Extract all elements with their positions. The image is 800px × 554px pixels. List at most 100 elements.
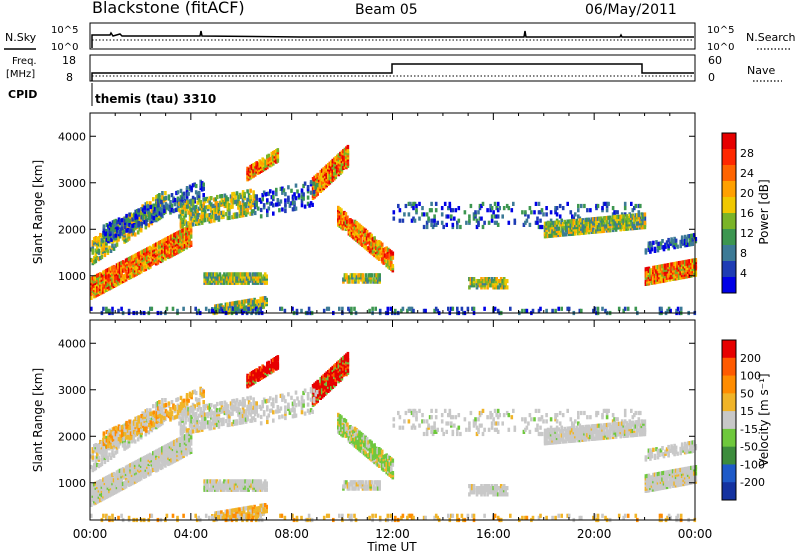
range-gate-cell (341, 211, 345, 216)
range-gate-cell (355, 223, 358, 228)
range-gate-cell (454, 208, 458, 213)
range-gate-cell (197, 198, 201, 203)
range-gate-cell (179, 416, 183, 422)
range-gate-cell (103, 246, 107, 251)
range-gate-cell (173, 197, 177, 203)
range-gate-cell (492, 279, 495, 284)
range-gate-cell (124, 238, 128, 243)
range-gate-cell (421, 206, 424, 211)
range-gate-cell (572, 219, 576, 224)
colorbar-swatch (722, 133, 736, 150)
range-gate-cell (587, 230, 591, 235)
range-gate-cell (522, 222, 526, 227)
range-gate-cell (669, 308, 672, 313)
range-gate-cell (668, 241, 672, 246)
range-gate-cell (156, 401, 160, 406)
range-gate-cell (100, 461, 104, 467)
range-gate-cell (150, 251, 154, 256)
range-gate-cell (102, 441, 106, 447)
range-gate-cell (282, 188, 286, 193)
range-gate-cell (266, 212, 269, 218)
range-gate-cell (580, 203, 583, 209)
range-gate-cell (145, 428, 148, 433)
range-gate-cell (546, 233, 550, 239)
range-gate-cell (185, 241, 188, 246)
range-gate-cell (256, 308, 259, 313)
range-gate-cell (549, 218, 553, 223)
range-gate-cell (631, 224, 635, 229)
range-gate-cell (495, 214, 498, 219)
range-gate-cell (106, 483, 110, 488)
range-gate-cell (193, 211, 196, 216)
range-gate-cell (102, 247, 105, 252)
range-gate-cell (626, 306, 630, 311)
noise-tick-low-right: 10^0 (707, 42, 734, 53)
range-gate-cell (267, 153, 271, 158)
range-gate-cell (545, 212, 548, 217)
range-gate-cell (126, 428, 130, 433)
range-gate-cell (166, 410, 169, 415)
range-gate-cell (149, 201, 152, 206)
range-gate-cell (642, 212, 645, 217)
range-gate-cell (558, 230, 562, 235)
range-gate-cell (560, 230, 563, 235)
range-gate-cell (208, 308, 211, 313)
range-gate-cell (577, 231, 580, 236)
range-gate-cell (126, 225, 129, 230)
range-gate-cell (276, 148, 280, 153)
range-gate-cell (586, 226, 589, 231)
range-gate-cell (390, 250, 393, 255)
range-gate-cell (315, 183, 319, 188)
range-gate-cell (549, 223, 553, 228)
range-gate-cell (539, 306, 542, 311)
range-gate-cell (337, 159, 341, 164)
range-gate-cell (218, 272, 222, 277)
range-gate-cell (105, 237, 109, 242)
range-gate-cell (254, 306, 258, 311)
range-gate-cell (176, 248, 179, 253)
range-gate-cell (170, 203, 174, 208)
range-gate-cell (218, 276, 222, 281)
range-gate-cell (631, 208, 635, 213)
range-gate-cell (278, 201, 281, 206)
range-gate-cell (203, 272, 206, 277)
range-gate-cell (372, 277, 375, 282)
range-gate-cell (354, 273, 357, 278)
range-gate-cell (207, 213, 210, 218)
range-gate-cell (123, 216, 126, 221)
range-gate-cell (589, 208, 592, 213)
range-gate-cell (107, 435, 110, 440)
range-gate-cell (182, 408, 186, 413)
range-gate-cell (99, 439, 102, 445)
range-gate-cell (203, 412, 207, 417)
range-gate-cell (199, 186, 202, 191)
range-gate-cell (686, 242, 690, 247)
date-title: 06/May/2011 (585, 2, 677, 18)
range-gate-cell (662, 263, 666, 268)
range-gate-cell (196, 191, 199, 196)
colorbar-tick-label: 20 (740, 187, 754, 200)
range-gate-cell (167, 207, 171, 212)
range-gate-cell (107, 224, 110, 229)
range-gate-cell (110, 444, 113, 449)
range-gate-cell (190, 208, 193, 213)
range-gate-cell (694, 237, 698, 242)
cpid-text: themis (tau) 3310 (95, 92, 216, 106)
range-gate-cell (262, 158, 266, 163)
range-gate-cell (433, 308, 436, 313)
range-gate-cell (188, 184, 192, 189)
range-gate-cell (280, 306, 284, 311)
range-gate-cell (664, 242, 667, 247)
range-gate-cell (161, 456, 164, 461)
range-gate-cell (493, 214, 497, 219)
range-gate-cell (377, 250, 381, 255)
range-gate-cell (203, 213, 207, 218)
range-gate-cell (130, 462, 134, 467)
range-gate-cell (563, 232, 566, 237)
range-gate-cell (200, 208, 204, 213)
range-gate-cell (139, 418, 143, 423)
range-gate-cell (168, 241, 172, 246)
range-gate-cell (686, 234, 690, 239)
range-gate-cell (605, 220, 609, 225)
range-gate-cell (199, 214, 202, 219)
